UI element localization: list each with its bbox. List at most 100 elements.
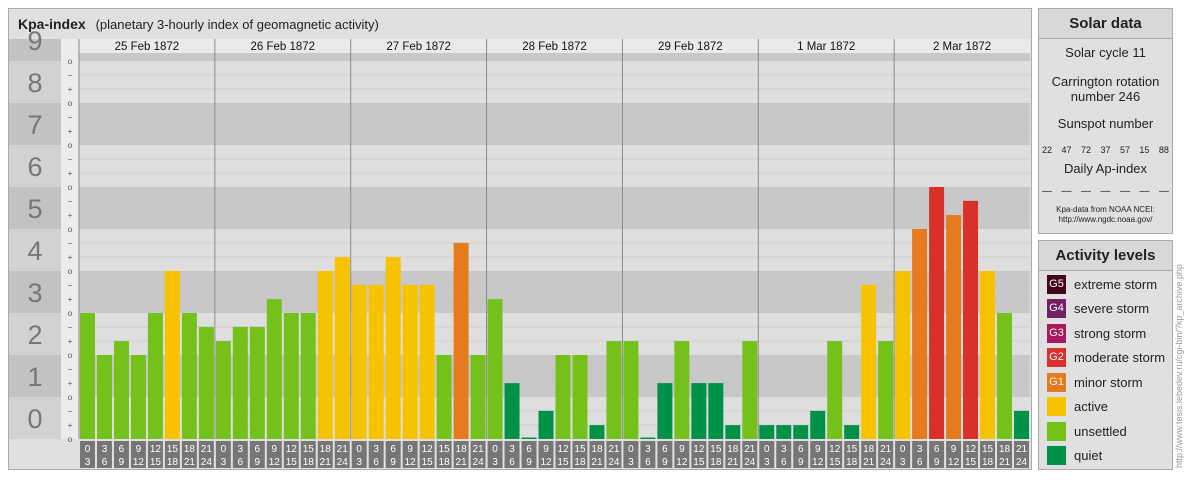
- y-subtick-label: +: [68, 421, 73, 430]
- kp-bar: [266, 299, 282, 439]
- interval-end-label: 15: [965, 457, 977, 468]
- activity-level-swatch: G3: [1047, 323, 1066, 343]
- interval-label-box: [912, 441, 928, 468]
- y-band-label-bg: [9, 187, 61, 229]
- interval-end-label: 9: [255, 457, 261, 468]
- kp-bar: [317, 271, 333, 439]
- y-band-label-bg: [9, 397, 61, 439]
- kp-bar: [674, 341, 690, 439]
- kp-bar: [215, 341, 231, 439]
- interval-end-label: 3: [221, 457, 227, 468]
- interval-label-box: [946, 441, 962, 468]
- interval-label-box: [589, 441, 605, 468]
- sunspot-value: 47: [1061, 145, 1072, 155]
- activity-level-label: severe storm: [1074, 301, 1150, 316]
- kp-bar: [385, 257, 401, 439]
- ap-value: —: [1100, 186, 1111, 197]
- interval-label-box: [776, 441, 792, 468]
- activity-level-swatch: G1: [1047, 372, 1066, 392]
- interval-label-box: [963, 441, 979, 468]
- kp-bar: [776, 425, 792, 439]
- kp-bar: [708, 383, 724, 439]
- day-label: 26 Feb 1872: [250, 41, 315, 53]
- kp-bar: [844, 425, 860, 439]
- day-label: 1 Mar 1872: [797, 41, 855, 53]
- interval-start-label: 9: [407, 444, 413, 455]
- y-subtick-label: −: [68, 365, 73, 374]
- kp-bar: [538, 410, 554, 439]
- kp-bar: [181, 313, 197, 439]
- interval-label-box: [691, 441, 707, 468]
- kp-bar: [249, 326, 265, 439]
- interval-start-label: 9: [136, 444, 142, 455]
- interval-start-label: 15: [574, 444, 586, 455]
- kp-bar: [232, 326, 248, 439]
- y-subtick-label: +: [68, 169, 73, 178]
- y-band-label-bg: [9, 103, 61, 145]
- kp-bar: [453, 242, 469, 439]
- y-tick-label: 0: [27, 404, 42, 434]
- kp-bar: [419, 284, 435, 439]
- interval-start-label: 12: [557, 444, 569, 455]
- kp-bar: [997, 313, 1013, 439]
- kp-bar: [793, 425, 809, 439]
- interval-end-label: 3: [764, 457, 770, 468]
- kp-bar: [963, 200, 979, 439]
- y-subtick-label: −: [68, 197, 73, 206]
- interval-end-label: 24: [1016, 457, 1028, 468]
- interval-end-label: 12: [269, 457, 281, 468]
- activity-level-label: moderate storm: [1074, 350, 1166, 365]
- kp-bar: [759, 425, 775, 439]
- activity-level-item: G4 severe storm: [1047, 299, 1149, 319]
- ap-value: —: [1081, 186, 1091, 197]
- interval-end-label: 18: [846, 457, 858, 468]
- kpa-bar-chart: 0123456789o+−o+−o+−o+−o+−o+−o+−o+−o+−o25…: [9, 26, 1030, 468]
- interval-start-label: 3: [102, 444, 108, 455]
- activity-level-swatch: G2: [1047, 348, 1066, 367]
- interval-start-label: 3: [238, 444, 244, 455]
- y-band-label-bg: [9, 61, 61, 103]
- interval-label-box: [130, 441, 146, 468]
- interval-end-label: 24: [744, 457, 756, 468]
- interval-start-label: 6: [798, 444, 804, 455]
- interval-label-box: [436, 441, 452, 468]
- interval-end-label: 3: [628, 457, 634, 468]
- y-subtick-bg: [61, 313, 79, 355]
- interval-end-label: 6: [373, 457, 379, 468]
- interval-start-label: 21: [337, 444, 349, 455]
- kp-bar: [861, 284, 877, 439]
- y-tick-label: 7: [27, 110, 42, 140]
- interval-end-label: 12: [676, 457, 688, 468]
- interval-start-label: 18: [999, 444, 1011, 455]
- kp-bar: [606, 341, 622, 439]
- interval-label-box: [96, 441, 112, 468]
- interval-label-box: [1014, 441, 1029, 468]
- interval-end-label: 24: [608, 457, 620, 468]
- interval-end-label: 15: [150, 457, 162, 468]
- interval-end-label: 3: [492, 457, 498, 468]
- interval-label-box: [283, 441, 299, 468]
- interval-label-box: [827, 441, 843, 468]
- interval-start-label: 21: [880, 444, 892, 455]
- kp-bar: [929, 187, 945, 439]
- solar-data-heading: Solar data: [1039, 9, 1172, 39]
- interval-start-label: 0: [85, 444, 91, 455]
- y-subtick-label: o: [68, 351, 73, 360]
- interval-end-label: 21: [863, 457, 875, 468]
- activity-level-label: unsettled: [1074, 423, 1127, 439]
- y-subtick-label: o: [68, 267, 73, 276]
- interval-end-label: 15: [422, 457, 434, 468]
- kp-bar: [334, 257, 350, 439]
- interval-end-label: 9: [798, 457, 804, 468]
- kp-bar: [878, 341, 894, 439]
- interval-label-box: [793, 441, 809, 468]
- interval-end-label: 6: [238, 457, 244, 468]
- interval-label-box: [266, 441, 282, 468]
- activity-level-item: active: [1047, 397, 1108, 417]
- kp-bar: [368, 284, 384, 439]
- kp-bar: [725, 425, 741, 439]
- carrington-rotation-line1: Carrington rotation: [1051, 74, 1160, 89]
- y-subtick-label: o: [68, 183, 73, 192]
- ap-heading: Daily Ap-index: [1063, 161, 1148, 176]
- y-subtick-label: +: [68, 127, 73, 136]
